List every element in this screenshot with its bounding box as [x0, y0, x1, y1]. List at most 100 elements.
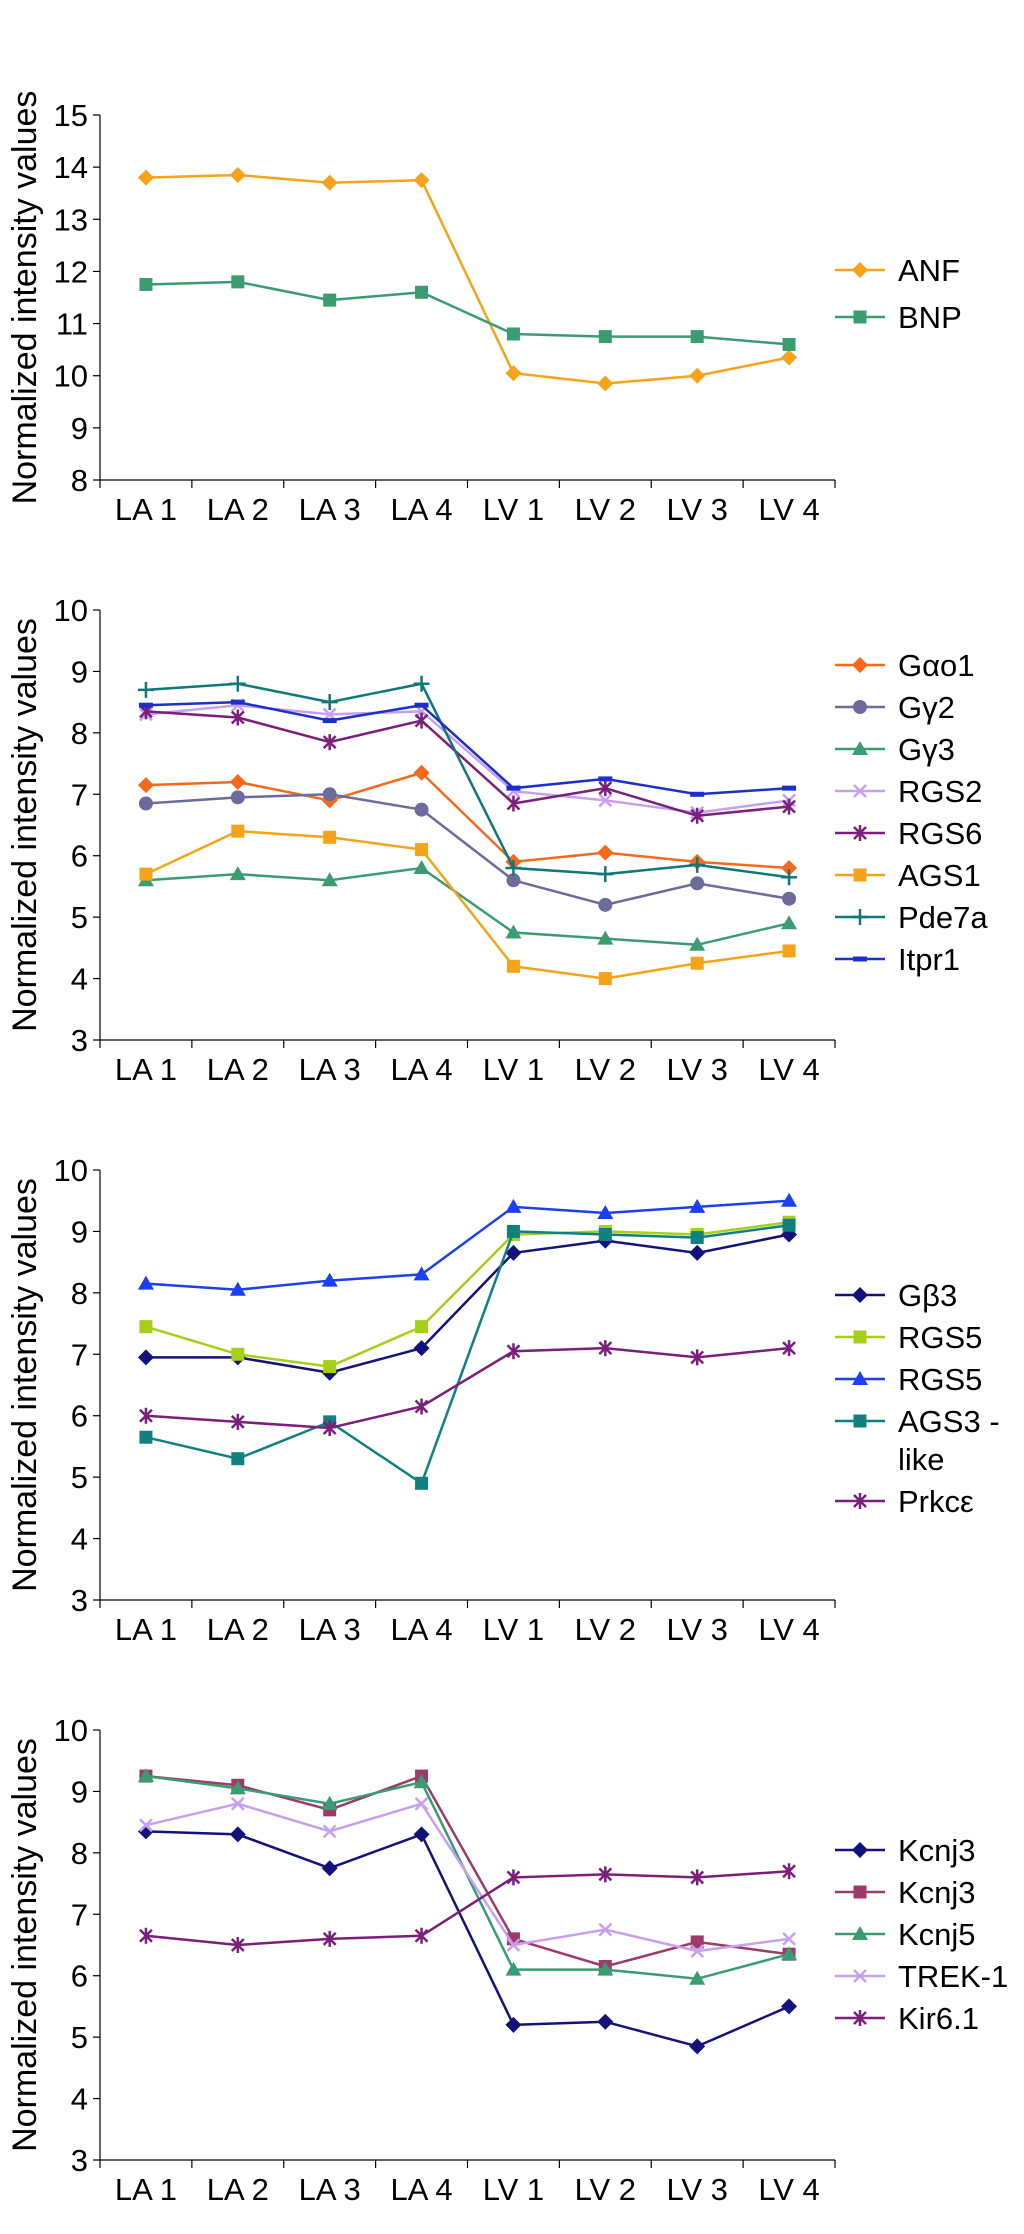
data-point — [782, 1340, 796, 1357]
data-point — [597, 2013, 614, 2030]
legend-marker — [852, 657, 868, 673]
legend-label: Kcnj5 — [898, 1917, 976, 1952]
y-tick-label: 11 — [56, 307, 88, 342]
legend-label: Itpr1 — [898, 942, 960, 977]
y-tick-label: 7 — [71, 777, 88, 812]
y-tick-label: 3 — [71, 1583, 88, 1618]
series-line — [145, 1802, 790, 1953]
data-point — [137, 1275, 154, 1290]
legend-marker — [852, 262, 868, 278]
data-point — [690, 330, 704, 344]
series-line — [145, 771, 790, 870]
x-tick-label: LA 1 — [115, 1612, 177, 1647]
legend-marker — [852, 1842, 868, 1858]
series-8 — [138, 699, 797, 797]
x-tick-label: LV 4 — [758, 1612, 819, 1647]
y-tick-label: 4 — [71, 2082, 88, 2117]
series-line — [145, 1870, 790, 1947]
data-point — [690, 807, 705, 824]
y-tick-label: 7 — [71, 1337, 88, 1372]
data-point — [506, 1343, 521, 1360]
data-point — [598, 1866, 613, 1883]
legend: Gαo1 Gγ2 Gγ3 RGS2 RGS6 AGS1 Pde7a Itpr1 — [835, 648, 988, 977]
y-tick-label: 3 — [71, 2143, 88, 2178]
legend-marker — [852, 909, 868, 925]
data-point — [781, 915, 798, 930]
data-point — [137, 681, 154, 698]
data-point — [690, 876, 705, 891]
y-tick-label: 9 — [71, 1774, 88, 1809]
data-point — [506, 873, 521, 888]
data-point — [415, 1320, 429, 1334]
x-tick-label: LV 2 — [575, 2172, 636, 2207]
series-line — [145, 700, 790, 796]
series-4 — [139, 1796, 796, 1959]
legend-label: Kir6.1 — [898, 2001, 979, 2036]
data-point — [322, 787, 337, 802]
x-tick-label: LV 1 — [483, 1052, 544, 1087]
data-point — [597, 1961, 614, 1976]
data-point — [506, 1224, 520, 1238]
series-line — [145, 866, 790, 947]
legend-marker — [853, 2010, 867, 2026]
series-line — [145, 1199, 790, 1292]
data-point — [322, 734, 337, 751]
data-point — [505, 924, 522, 939]
data-point — [505, 365, 522, 382]
y-axis-title: Normalized intensity values — [6, 618, 44, 1032]
data-point — [598, 330, 612, 344]
data-point — [689, 856, 706, 873]
data-point — [413, 675, 430, 692]
data-point — [506, 959, 520, 973]
data-point — [414, 802, 429, 817]
data-point — [598, 776, 613, 782]
data-point — [690, 1349, 705, 1366]
x-tick-label: LV 3 — [666, 2172, 727, 2207]
y-tick-label: 8 — [71, 1836, 88, 1871]
legend-label: Gβ3 — [898, 1278, 957, 1313]
series-2 — [139, 275, 796, 351]
series-line — [145, 1220, 790, 1368]
data-point — [139, 1818, 153, 1833]
legend-label: Gγ3 — [898, 732, 955, 767]
data-point — [782, 1218, 796, 1232]
data-point — [414, 712, 429, 729]
data-point — [689, 1198, 706, 1213]
x-tick-label: LA 1 — [115, 1052, 177, 1087]
legend-marker — [852, 741, 868, 755]
series-line — [145, 1224, 790, 1486]
data-point — [690, 791, 705, 797]
series-1 — [137, 166, 798, 392]
x-tick-label: LA 3 — [299, 2172, 361, 2207]
data-point — [231, 1347, 245, 1361]
data-point — [689, 1244, 706, 1261]
data-point — [323, 1360, 337, 1374]
y-tick-label: 4 — [71, 1522, 88, 1557]
data-point — [322, 1930, 337, 1947]
data-point — [229, 166, 246, 183]
series-4 — [139, 1218, 796, 1490]
data-point — [137, 169, 154, 186]
y-tick-label: 8 — [71, 1276, 88, 1311]
data-point — [689, 2038, 706, 2055]
data-point — [782, 337, 796, 351]
data-point — [598, 793, 613, 808]
data-point — [321, 694, 338, 711]
data-point — [505, 1198, 522, 1213]
legend-marker — [853, 956, 867, 962]
y-axis-title: Normalized intensity values — [6, 1178, 44, 1592]
legend: Gβ3 RGS5 RGS5 AGS3 -like Prkcε — [835, 1278, 1000, 1519]
data-point — [782, 785, 797, 791]
data-point — [322, 1824, 337, 1839]
legend-label: Kcnj3 — [898, 1833, 976, 1868]
data-point — [598, 1340, 613, 1357]
data-point — [690, 1935, 704, 1949]
x-tick-label: LA 3 — [299, 1052, 361, 1087]
data-point — [690, 1869, 705, 1886]
series-line — [145, 1233, 790, 1374]
data-point — [413, 1826, 430, 1843]
y-tick-label: 10 — [54, 359, 88, 394]
data-point — [137, 1823, 154, 1840]
x-tick-label: LA 3 — [299, 492, 361, 527]
